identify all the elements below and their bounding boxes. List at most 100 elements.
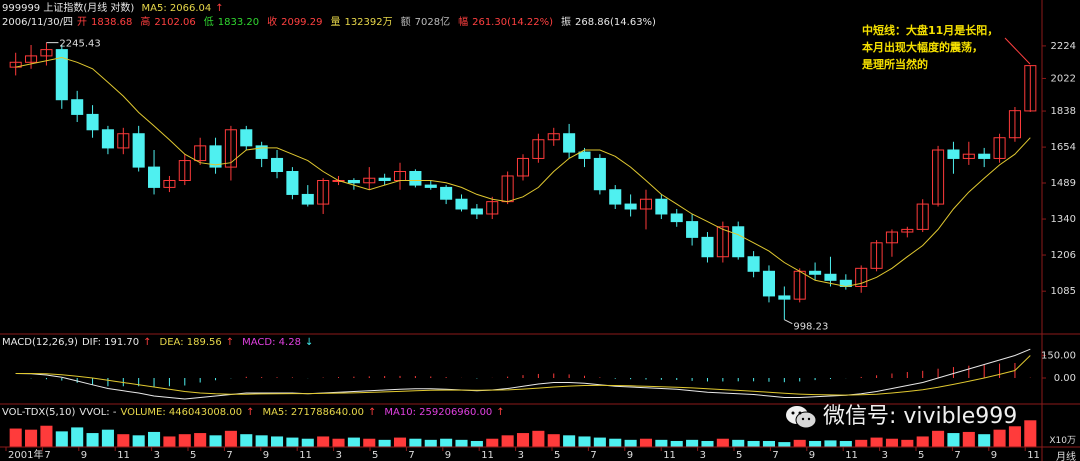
info-open: 开 1838.68	[77, 17, 133, 28]
volume-bar	[363, 438, 376, 447]
candle-body	[778, 295, 791, 300]
volume-bar	[486, 438, 499, 447]
volume-bar	[670, 440, 683, 447]
xtick-label: 11	[845, 450, 858, 461]
volume-bar	[686, 439, 699, 447]
xtick-label: 9	[445, 450, 451, 461]
volume-bar	[516, 433, 530, 447]
volume-bar	[532, 430, 545, 447]
volume-bar	[209, 435, 222, 447]
xtick-label: 11	[663, 450, 676, 461]
info-date: 2006/11/30/四	[2, 17, 74, 28]
volume-bar	[701, 440, 714, 447]
candle-body	[732, 226, 745, 258]
chart-title-line: 999999 上证指数(月线 对数) MA5: 2066.04 ↑	[2, 3, 232, 15]
macd-tick-label: 150.00	[1041, 351, 1076, 362]
candle-body	[209, 145, 222, 168]
candle-body	[71, 99, 84, 115]
macd-dea-line	[15, 355, 1031, 396]
annotation-line-2: 本月出现大幅度的震荡，	[862, 41, 983, 54]
candle-body	[686, 221, 699, 238]
macd-dif-line	[15, 348, 1031, 400]
annotation-pointer	[1004, 37, 1031, 65]
candle-body	[932, 149, 945, 205]
vol-ma5: MA5: 271788640.00 ↑	[262, 407, 377, 418]
candle-body	[532, 139, 545, 159]
volume-bar	[178, 434, 191, 447]
volume-bar	[240, 434, 253, 447]
ytick-label: 1838	[1051, 106, 1076, 117]
xtick-label: 11	[117, 450, 130, 461]
volume-bar	[40, 425, 53, 447]
volume-bar	[609, 438, 622, 447]
candle-body	[762, 270, 776, 297]
ytick-label: 1489	[1051, 178, 1076, 189]
xtick-label: 11	[481, 450, 494, 461]
xtick-label: 7	[226, 450, 232, 461]
volume-bar	[962, 431, 975, 447]
candle-body	[378, 177, 391, 181]
volume-bar	[301, 438, 314, 447]
volume-bar	[86, 433, 99, 447]
ma5-line	[15, 56, 1031, 288]
xtick-label: 5	[372, 450, 378, 461]
ytick-label: 2022	[1051, 73, 1076, 84]
volume-bar	[224, 430, 237, 447]
volume-bar	[163, 436, 176, 447]
volume-bar	[732, 439, 745, 447]
candle-body	[809, 270, 822, 275]
xtick-label: 5	[918, 450, 924, 461]
ma5-arrow: ↑	[215, 3, 224, 14]
volume-bar	[978, 434, 991, 447]
candle-body	[716, 226, 729, 258]
volume-bar	[347, 437, 360, 447]
xtick-label: 7	[772, 450, 778, 461]
candle-body	[747, 256, 760, 272]
volume-bar	[655, 439, 668, 447]
vol-header: VOL-TDX(5,10) VVOL: - VOLUME: 446043008.00…	[2, 407, 513, 419]
annotation-text: 中短线：大盘11月是长阳， 本月出现大幅度的震荡， 是理所当然的	[862, 22, 1032, 73]
info-change: 幅 261.30(14.22%)	[458, 17, 554, 28]
volume-bar	[101, 429, 114, 447]
volume-bar	[132, 435, 145, 447]
volume-bar	[470, 440, 483, 447]
volume-bar	[9, 428, 22, 447]
volume-bar	[855, 439, 868, 447]
vol-ma10: MA10: 259206960.00 ↑	[384, 407, 505, 418]
volume-bar	[716, 438, 729, 447]
xtick-label: 7	[954, 450, 960, 461]
ytick-label: 1085	[1051, 286, 1076, 297]
vol-name: VOL-TDX(5,10)	[2, 407, 76, 418]
xtick-label: 3	[882, 450, 888, 461]
candle-body	[1008, 110, 1021, 139]
macd-tick-label: 0.00	[1054, 373, 1076, 384]
candle-body	[701, 236, 714, 258]
candle-body	[163, 179, 176, 188]
ma5-value: MA5: 2066.04 ↑	[141, 3, 224, 14]
candle-body	[1024, 65, 1037, 112]
xtick-label: 7	[408, 450, 414, 461]
candle-body	[424, 184, 437, 188]
candle-body	[486, 201, 499, 215]
ohlc-info-line: 2006/11/30/四开 1838.68 高 2102.06 低 1833.20 收 209…	[2, 17, 664, 29]
candle-body	[978, 153, 991, 159]
volume-bar	[117, 434, 130, 447]
volume-bar	[317, 436, 330, 447]
volume-bar	[762, 440, 776, 447]
volume-bar	[624, 439, 637, 447]
volume-bar	[824, 440, 837, 447]
candle-body	[670, 213, 683, 223]
info-amplitude: 振 268.86(14.63%)	[561, 17, 656, 28]
wechat-icon	[786, 406, 817, 429]
candle-body	[363, 177, 376, 184]
candle-body	[9, 61, 22, 68]
volume-bar	[916, 436, 929, 447]
candle-body	[86, 113, 99, 131]
volume-bar	[270, 436, 284, 447]
vol-vvol: VVOL: -	[79, 407, 117, 418]
volume-bar	[1024, 420, 1037, 447]
volume-bar	[639, 438, 653, 447]
volume-bar	[71, 427, 84, 447]
ytick-label: 2224	[1051, 41, 1076, 52]
